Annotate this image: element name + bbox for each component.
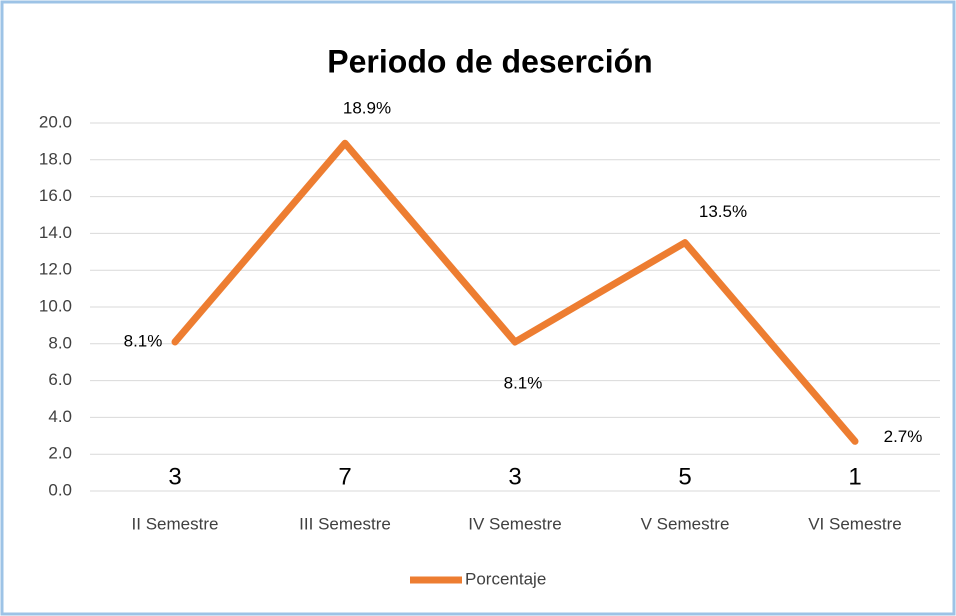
y-tick-label: 8.0 <box>48 333 72 352</box>
x-tick-label: IV Semestre <box>468 514 562 533</box>
count-label: 3 <box>508 463 521 490</box>
legend-label: Porcentaje <box>465 569 546 588</box>
y-tick-label: 6.0 <box>48 370 72 389</box>
y-tick-label: 20.0 <box>39 112 72 131</box>
data-label: 18.9% <box>343 99 391 118</box>
count-label: 1 <box>848 463 861 490</box>
y-tick-label: 4.0 <box>48 407 72 426</box>
y-tick-label: 2.0 <box>48 444 72 463</box>
data-label: 13.5% <box>699 202 747 221</box>
y-tick-label: 0.0 <box>48 480 72 499</box>
y-tick-label: 16.0 <box>39 186 72 205</box>
count-label: 3 <box>168 463 181 490</box>
data-label: 8.1% <box>124 331 163 350</box>
data-label: 2.7% <box>884 427 923 446</box>
count-label: 5 <box>678 463 691 490</box>
y-tick-label: 10.0 <box>39 296 72 315</box>
line <box>171 139 859 445</box>
chart-title: Periodo de deserción <box>327 43 652 79</box>
x-tick-label: V Semestre <box>641 514 730 533</box>
x-tick-label: II Semestre <box>132 514 219 533</box>
y-tick-label: 12.0 <box>39 260 72 279</box>
x-tick-label: VI Semestre <box>808 514 902 533</box>
count-label: 7 <box>338 463 351 490</box>
data-label: 8.1% <box>504 373 543 392</box>
x-tick-label: III Semestre <box>299 514 391 533</box>
y-tick-label: 18.0 <box>39 149 72 168</box>
y-tick-label: 14.0 <box>39 223 72 242</box>
